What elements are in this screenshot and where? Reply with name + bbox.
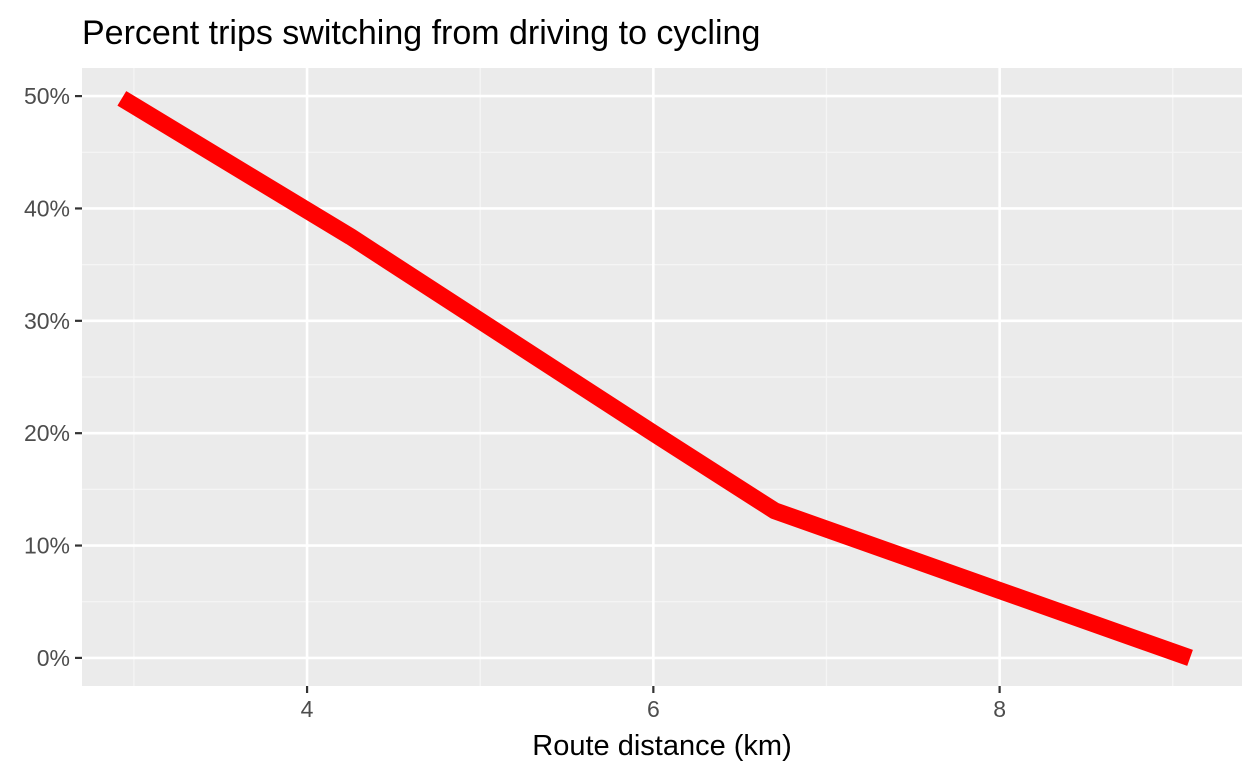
x-tick-label: 6 [647, 696, 660, 722]
x-tick-label: 4 [301, 696, 314, 722]
x-axis-title: Route distance (km) [532, 730, 792, 762]
chart-title: Percent trips switching from driving to … [82, 14, 760, 52]
y-tick-label: 10% [24, 533, 70, 559]
y-axis: 0% 10% 20% 30% 40% 50% [24, 83, 82, 671]
y-tick-label: 0% [37, 645, 70, 671]
y-tick-label: 30% [24, 308, 70, 334]
y-tick-label: 50% [24, 83, 70, 109]
x-axis: 4 6 8 [301, 686, 1006, 722]
series-layer [117, 91, 1193, 666]
x-tick-label: 8 [993, 696, 1006, 722]
grid-minor [82, 68, 1242, 686]
y-tick-label: 40% [24, 195, 70, 221]
y-tick-label: 20% [24, 420, 70, 446]
series-line-0 [117, 91, 1193, 666]
